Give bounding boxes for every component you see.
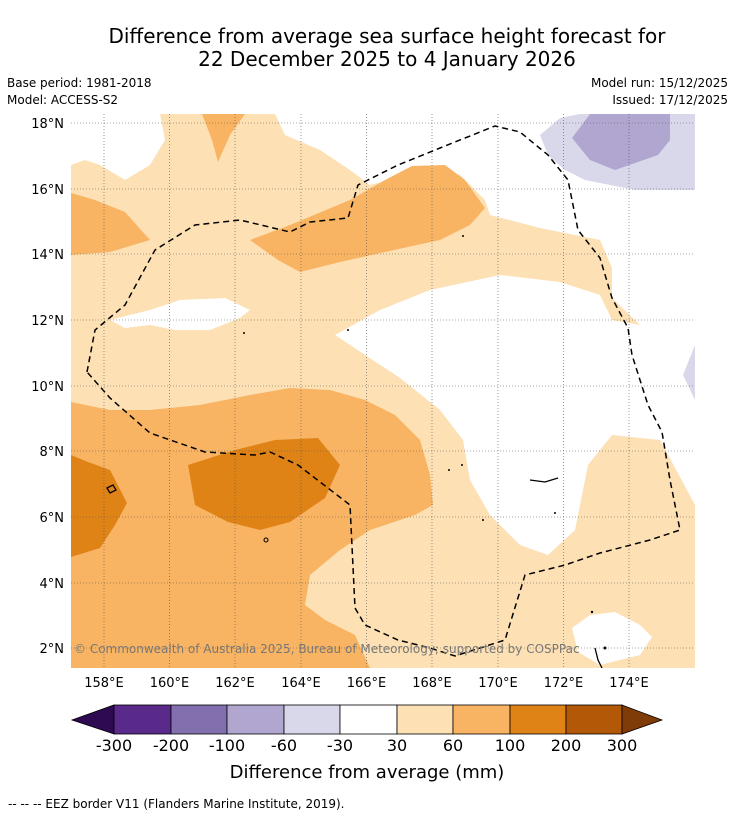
island-outline [106, 484, 117, 494]
model-label: Model: ACCESS-S2 [7, 93, 119, 107]
chart-title-line-2: 22 December 2025 to 4 January 2026 [198, 47, 576, 71]
colorbar-tick-label: 60 [443, 736, 463, 755]
eez-border [86, 125, 681, 657]
colorbar-segment [621, 704, 664, 735]
colorbar-labels: -300 -200 -100 -60 -30 30 60 100 200 300 [96, 736, 637, 755]
colorbar-segment [452, 704, 511, 735]
colorbar-segment [565, 704, 623, 735]
island-outline [590, 610, 594, 614]
lat-label: 2°N [40, 642, 65, 657]
region-positive-100-200-centre [188, 438, 340, 530]
lon-label: 174°E [609, 676, 649, 691]
graticule [71, 114, 695, 668]
island-outline [594, 647, 603, 668]
lat-label: 6°N [40, 511, 65, 526]
region-near-average-centre [335, 275, 695, 555]
colorbar-tick-label: -60 [271, 736, 297, 755]
region-near-average-nw [71, 114, 165, 180]
lon-label: 162°E [215, 676, 255, 691]
colorbar-tick-label: -300 [96, 736, 132, 755]
region-positive-60-100-north [250, 165, 485, 272]
model-run-label: Model run: 15/12/2025 [590, 76, 728, 90]
region-near-average-se [572, 612, 652, 665]
island-outline [482, 519, 484, 521]
colorbar-tick-label: 100 [495, 736, 526, 755]
lat-label: 18°N [31, 117, 64, 132]
island-outline [461, 464, 463, 466]
region-positive-60-100-west [71, 193, 150, 255]
island-outline [263, 537, 269, 543]
lat-label: 16°N [31, 183, 64, 198]
island-outline [554, 512, 556, 514]
colorbar-segment [396, 704, 454, 735]
colorbar-tick-label: -30 [327, 736, 353, 755]
region-negative-60-100 [572, 114, 670, 170]
colorbar-tick-label: 30 [387, 736, 407, 755]
anomaly-field [71, 114, 695, 668]
lat-label: 12°N [31, 314, 64, 329]
island-outline [448, 469, 450, 471]
colorbar-segment [113, 704, 172, 735]
copyright-text: © Commonwealth of Australia 2025, Bureau… [74, 642, 580, 656]
lon-label: 170°E [478, 676, 518, 691]
island-outline [243, 332, 245, 334]
colorbar-segment [339, 704, 398, 735]
island-outline [462, 235, 464, 237]
lon-label: 172°E [544, 676, 584, 691]
island-outline [347, 329, 349, 331]
region-positive-60-100-top [202, 114, 245, 162]
colorbar-tick-label: 200 [551, 736, 582, 755]
longitude-labels: 158°E 160°E 162°E 164°E 166°E 168°E 170°… [84, 676, 649, 691]
issued-label: Issued: 17/12/2025 [612, 93, 728, 107]
island-outline [529, 477, 559, 483]
chart-title-line-1: Difference from average sea surface heig… [108, 24, 666, 48]
lon-label: 164°E [281, 676, 321, 691]
lat-label: 14°N [31, 248, 64, 263]
eez-footnote: -- -- -- EEZ border V11 (Flanders Marine… [8, 797, 345, 811]
colorbar [70, 704, 664, 735]
lon-label: 168°E [412, 676, 452, 691]
lon-label: 158°E [84, 676, 124, 691]
colorbar-segment [509, 704, 567, 735]
colorbar-tick-label: 300 [607, 736, 638, 755]
colorbar-segment [70, 704, 115, 735]
lat-label: 4°N [40, 577, 65, 592]
colorbar-segment [283, 704, 341, 735]
lat-label: 8°N [40, 445, 65, 460]
colorbar-tick-label: -200 [153, 736, 189, 755]
region-positive-100-200-west [71, 455, 127, 557]
latitude-labels: 18°N 16°N 14°N 12°N 10°N 8°N 6°N 4°N 2°N [31, 117, 64, 657]
lat-label: 10°N [31, 380, 64, 395]
lon-label: 166°E [347, 676, 387, 691]
base-period-label: Base period: 1981-2018 [7, 76, 152, 90]
colorbar-segment [226, 704, 285, 735]
lon-label: 160°E [150, 676, 190, 691]
colorbar-tick-label: -100 [209, 736, 245, 755]
region-near-average-west [110, 298, 250, 330]
colorbar-title: Difference from average (mm) [230, 762, 505, 783]
colorbar-segment [170, 704, 228, 735]
